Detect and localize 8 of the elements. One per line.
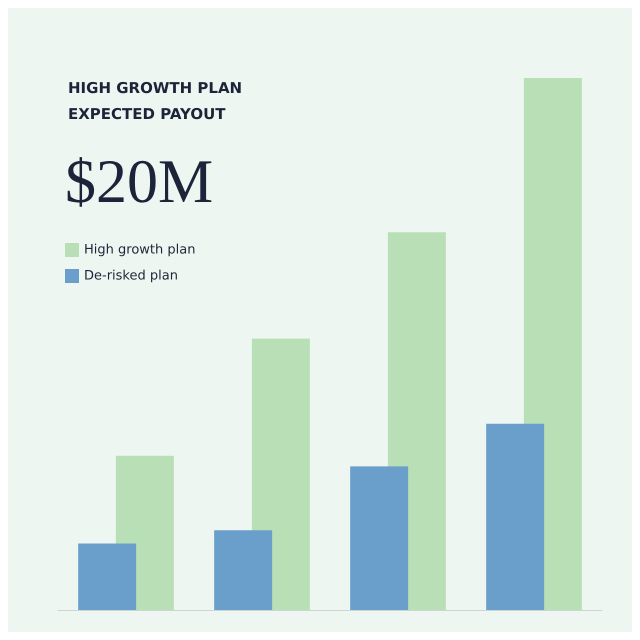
bar [214,530,272,610]
bar [78,544,136,610]
bar [486,424,544,610]
bar [350,466,408,610]
text: HIGH GROWTH PLAN EXPECTED PAYOUT [68,79,242,123]
text: $20M [65,148,214,216]
legend-label: High growth plan [84,242,196,258]
legend-label: De-risked plan [84,268,178,284]
